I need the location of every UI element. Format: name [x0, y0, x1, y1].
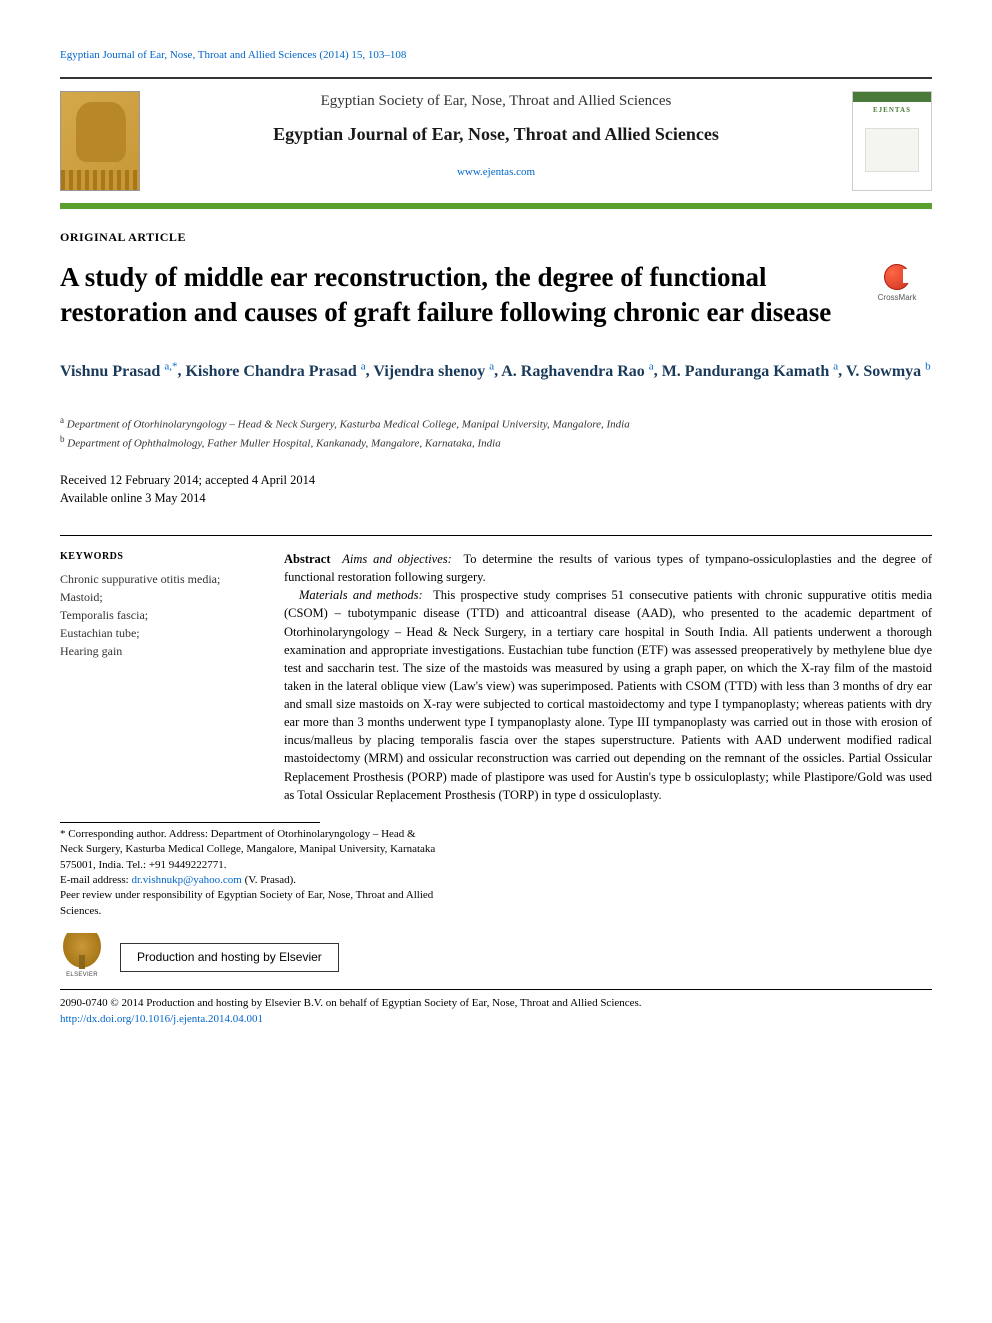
- journal-cover-thumbnail: EJENTAS: [852, 91, 932, 191]
- keywords-heading: KEYWORDS: [60, 550, 260, 564]
- author: V. Sowmya b: [846, 363, 931, 380]
- affiliations: a Department of Otorhinolaryngology – He…: [60, 414, 932, 452]
- corresponding-author: * Corresponding author. Address: Departm…: [60, 827, 440, 873]
- hosting-box: Production and hosting by Elsevier: [120, 943, 339, 972]
- author: M. Panduranga Kamath a: [662, 363, 838, 380]
- author: Kishore Chandra Prasad a: [185, 363, 365, 380]
- elsevier-tree-icon: [60, 933, 104, 971]
- email-line: E-mail address: dr.vishnukp@yahoo.com (V…: [60, 873, 440, 888]
- affiliation-a: a Department of Otorhinolaryngology – He…: [60, 414, 932, 433]
- abstract-label: Abstract: [284, 552, 331, 566]
- author: A. Raghavendra Rao a: [501, 363, 653, 380]
- journal-header-text: Egyptian Society of Ear, Nose, Throat an…: [152, 91, 840, 180]
- email-label: E-mail address:: [60, 874, 129, 886]
- society-name: Egyptian Society of Ear, Nose, Throat an…: [152, 91, 840, 112]
- abstract-divider: [60, 535, 932, 536]
- header-bar-top: [60, 77, 932, 79]
- hosting-row: ELSEVIER Production and hosting by Elsev…: [60, 933, 932, 981]
- abstract-methods: Materials and methods: This prospective …: [284, 586, 932, 804]
- cover-label: EJENTAS: [853, 106, 931, 116]
- received-accepted-date: Received 12 February 2014; accepted 4 Ap…: [60, 472, 932, 490]
- author-email-link[interactable]: dr.vishnukp@yahoo.com: [131, 874, 241, 886]
- header-bar-bottom: [60, 203, 932, 209]
- journal-header: Egyptian Society of Ear, Nose, Throat an…: [60, 87, 932, 199]
- keyword-item: Chronic suppurative otitis media;: [60, 570, 260, 588]
- copyright-block: 2090-0740 © 2014 Production and hosting …: [60, 996, 932, 1027]
- elsevier-text: ELSEVIER: [60, 971, 104, 979]
- abstract-aims: Abstract Aims and objectives: To determi…: [284, 550, 932, 586]
- footnotes: * Corresponding author. Address: Departm…: [60, 827, 440, 919]
- crossmark-badge[interactable]: CrossMark: [862, 264, 932, 303]
- aims-label: Aims and objectives:: [342, 552, 452, 566]
- keyword-item: Temporalis fascia;: [60, 606, 260, 624]
- email-attr: (V. Prasad).: [242, 874, 296, 886]
- affiliation-b: b Department of Ophthalmology, Father Mu…: [60, 433, 932, 452]
- journal-url-link[interactable]: www.ejentas.com: [457, 166, 535, 178]
- crossmark-icon: [884, 264, 910, 290]
- keywords-column: KEYWORDS Chronic suppurative otitis medi…: [60, 550, 260, 804]
- title-row: A study of middle ear reconstruction, th…: [60, 260, 932, 330]
- methods-label: Materials and methods:: [299, 588, 423, 602]
- keyword-item: Hearing gain: [60, 642, 260, 660]
- author: Vijendra shenoy a: [373, 363, 494, 380]
- citation-header: Egyptian Journal of Ear, Nose, Throat an…: [60, 48, 932, 63]
- article-type: ORIGINAL ARTICLE: [60, 229, 932, 246]
- pharaoh-icon: [60, 91, 140, 191]
- authors-list: Vishnu Prasad a,*, Kishore Chandra Prasa…: [60, 358, 932, 383]
- article-title: A study of middle ear reconstruction, th…: [60, 260, 842, 330]
- keywords-list: Chronic suppurative otitis media;Mastoid…: [60, 570, 260, 660]
- bottom-divider: [60, 989, 932, 990]
- online-date: Available online 3 May 2014: [60, 490, 932, 508]
- abstract-keywords-row: KEYWORDS Chronic suppurative otitis medi…: [60, 550, 932, 804]
- keyword-item: Mastoid;: [60, 588, 260, 606]
- footnotes-divider: [60, 822, 320, 823]
- elsevier-logo: ELSEVIER: [60, 933, 104, 981]
- publication-dates: Received 12 February 2014; accepted 4 Ap…: [60, 472, 932, 507]
- author: Vishnu Prasad a,*: [60, 363, 177, 380]
- peer-review-note: Peer review under responsibility of Egyp…: [60, 888, 440, 919]
- journal-name: Egyptian Journal of Ear, Nose, Throat an…: [152, 122, 840, 147]
- crossmark-label: CrossMark: [862, 292, 932, 303]
- methods-text: This prospective study comprises 51 cons…: [284, 588, 932, 801]
- abstract-column: Abstract Aims and objectives: To determi…: [284, 550, 932, 804]
- keyword-item: Eustachian tube;: [60, 624, 260, 642]
- copyright-text: 2090-0740 © 2014 Production and hosting …: [60, 996, 932, 1011]
- doi-link[interactable]: http://dx.doi.org/10.1016/j.ejenta.2014.…: [60, 1013, 263, 1025]
